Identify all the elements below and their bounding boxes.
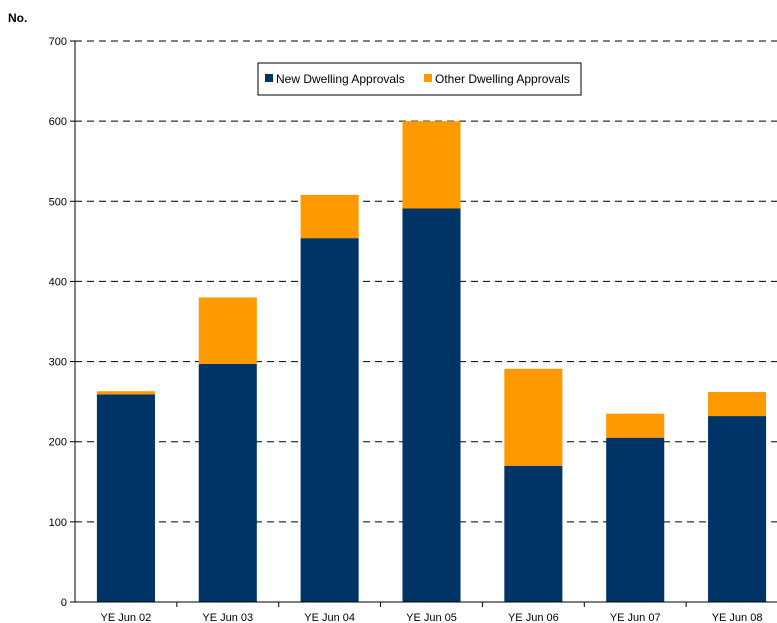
x-tick-label: YE Jun 02	[101, 612, 152, 623]
bar-other-2	[300, 194, 359, 239]
x-tick-label: YE Jun 03	[202, 612, 253, 623]
y-tick-label: 300	[49, 357, 67, 369]
x-tick-label: YE Jun 05	[406, 612, 457, 623]
bar-other-4	[504, 368, 563, 466]
bar-other-5	[606, 413, 665, 438]
x-tick-label: YE Jun 06	[508, 612, 559, 623]
bar-new-0	[96, 394, 155, 602]
bar-other-6	[708, 392, 767, 417]
y-tick-label: 500	[49, 196, 67, 208]
x-tick-label: YE Jun 08	[712, 612, 763, 623]
x-tick-label: YE Jun 04	[304, 612, 355, 623]
legend-swatch-0	[265, 74, 273, 82]
bar-new-4	[504, 465, 563, 602]
legend: New Dwelling Approvals Other Dwelling App…	[257, 62, 582, 96]
bar-new-6	[708, 416, 767, 602]
y-axis-label: No.	[8, 11, 27, 25]
y-tick-label: 400	[49, 276, 67, 288]
gridlines	[75, 40, 777, 523]
axes	[74, 41, 777, 603]
legend-label-1: Other Dwelling Approvals	[435, 72, 570, 86]
y-tick-label: 100	[49, 517, 67, 529]
bar-other-3	[402, 121, 461, 209]
bar-other-1	[198, 297, 257, 364]
bar-new-1	[198, 363, 257, 602]
bar-other-0	[96, 391, 155, 395]
y-tick-label: 0	[61, 597, 67, 609]
bar-new-3	[402, 208, 461, 602]
legend-swatch-1	[424, 74, 432, 82]
y-tick-label: 700	[49, 36, 67, 48]
bar-new-2	[300, 238, 359, 602]
y-tick-label: 600	[49, 116, 67, 128]
x-tick-label: YE Jun 07	[610, 612, 661, 623]
bar-new-5	[606, 437, 665, 602]
y-tick-label: 200	[49, 437, 67, 449]
y-ticks: 0 100 200 300 400 500 600 700	[49, 36, 75, 609]
legend-box	[257, 62, 582, 96]
legend-label-0: New Dwelling Approvals	[276, 72, 405, 86]
x-ticks: YE Jun 02 YE Jun 03 YE Jun 04 YE Jun 05 YE J…	[101, 602, 763, 623]
bars	[96, 121, 767, 602]
